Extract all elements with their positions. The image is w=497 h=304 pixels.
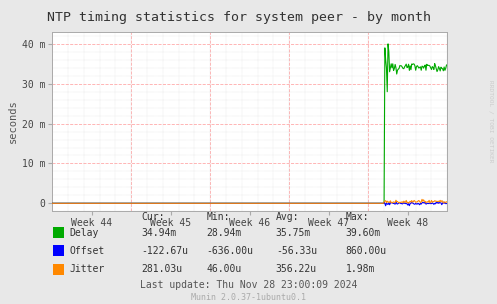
Text: Max:: Max: bbox=[345, 212, 369, 222]
Y-axis label: seconds: seconds bbox=[7, 100, 17, 143]
Text: 34.94m: 34.94m bbox=[142, 228, 177, 237]
Text: RRDTOOL / TOBI OETIKER: RRDTOOL / TOBI OETIKER bbox=[489, 80, 494, 163]
Text: 281.03u: 281.03u bbox=[142, 264, 183, 274]
Text: -636.00u: -636.00u bbox=[206, 246, 253, 256]
Text: Offset: Offset bbox=[70, 246, 105, 256]
Text: 39.60m: 39.60m bbox=[345, 228, 381, 237]
Text: 860.00u: 860.00u bbox=[345, 246, 387, 256]
Text: 28.94m: 28.94m bbox=[206, 228, 242, 237]
Text: Last update: Thu Nov 28 23:00:09 2024: Last update: Thu Nov 28 23:00:09 2024 bbox=[140, 280, 357, 290]
Text: Jitter: Jitter bbox=[70, 264, 105, 274]
Text: 46.00u: 46.00u bbox=[206, 264, 242, 274]
Text: Munin 2.0.37-1ubuntu0.1: Munin 2.0.37-1ubuntu0.1 bbox=[191, 293, 306, 302]
Text: Min:: Min: bbox=[206, 212, 230, 222]
Text: 1.98m: 1.98m bbox=[345, 264, 375, 274]
Text: 35.75m: 35.75m bbox=[276, 228, 311, 237]
Text: 356.22u: 356.22u bbox=[276, 264, 317, 274]
Text: -122.67u: -122.67u bbox=[142, 246, 189, 256]
Text: NTP timing statistics for system peer - by month: NTP timing statistics for system peer - … bbox=[47, 11, 430, 24]
Text: Cur:: Cur: bbox=[142, 212, 165, 222]
Text: -56.33u: -56.33u bbox=[276, 246, 317, 256]
Text: Avg:: Avg: bbox=[276, 212, 299, 222]
Text: Delay: Delay bbox=[70, 228, 99, 237]
